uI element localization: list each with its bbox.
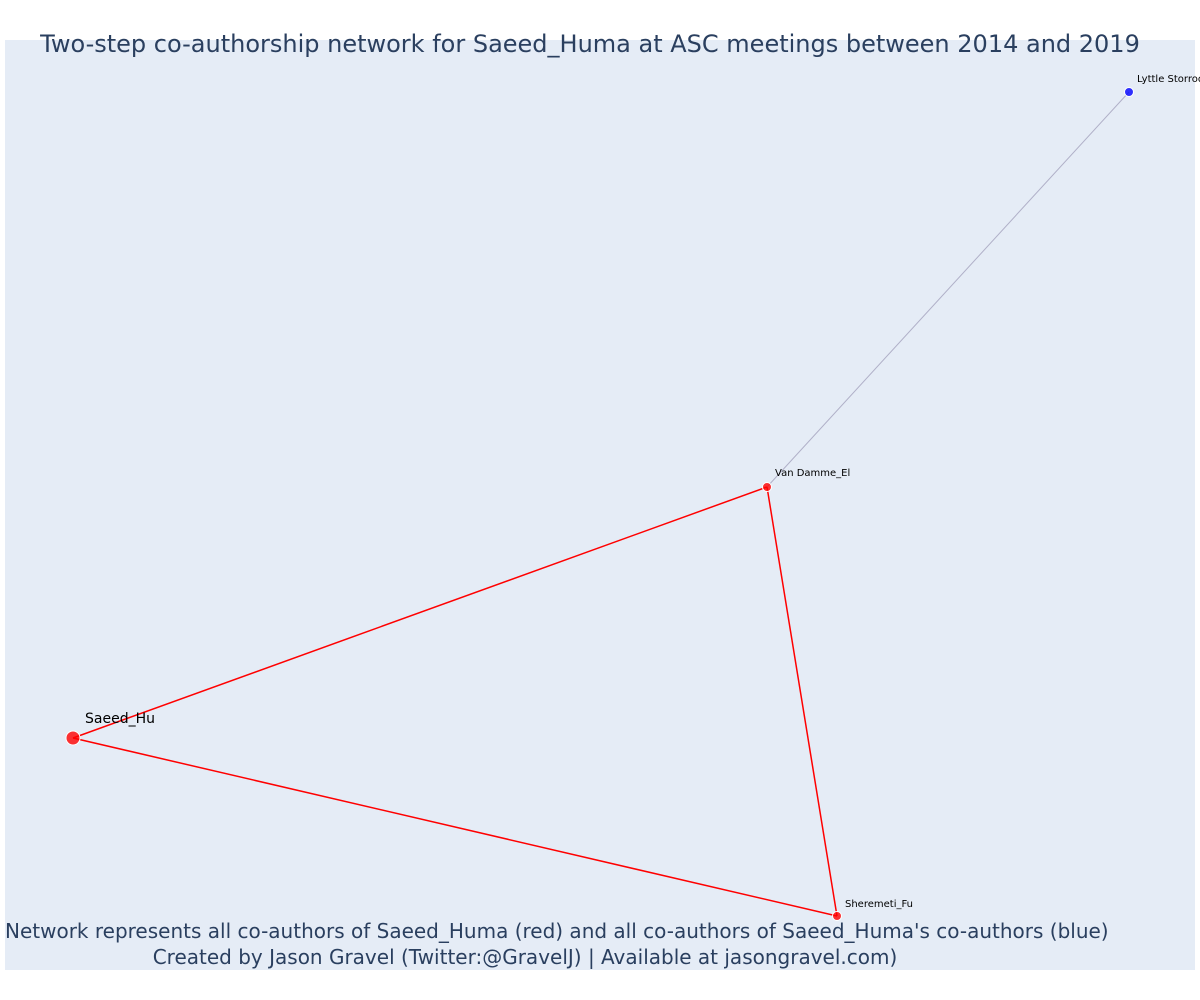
nodes-layer: [65, 87, 1134, 921]
node-vandamme[interactable]: [762, 482, 772, 492]
node-sheremeti[interactable]: [832, 911, 842, 921]
edge-vandamme-lyttle: [766, 91, 1130, 488]
caption-line-1: Network represents all co-authors of Sae…: [5, 919, 1109, 943]
node-label-sheremeti: Sheremeti_Fu: [845, 899, 913, 910]
chart-title: Two-step co-authorship network for Saeed…: [40, 30, 1140, 58]
caption-line-2: Created by Jason Gravel (Twitter:@Gravel…: [152, 945, 898, 969]
node-saeed[interactable]: [65, 730, 81, 746]
plot-area: [5, 40, 1195, 970]
chart-caption: Network represents all co-authors of Sae…: [5, 918, 1109, 970]
edge-vandamme-sheremeti: [766, 486, 838, 917]
labels-layer: Saeed_Hu Van Damme_El Sheremeti_Fu Lyttle S…: [85, 74, 1200, 910]
node-label-saeed: Saeed_Hu: [85, 711, 155, 727]
node-label-lyttle: Lyttle Storrod: [1137, 74, 1200, 85]
edge-saeed-vandamme: [72, 486, 768, 739]
node-lyttle[interactable]: [1124, 87, 1134, 97]
node-label-vandamme: Van Damme_El: [775, 468, 850, 479]
edge-saeed-sheremeti: [72, 737, 838, 917]
edges-layer: [72, 91, 1130, 917]
